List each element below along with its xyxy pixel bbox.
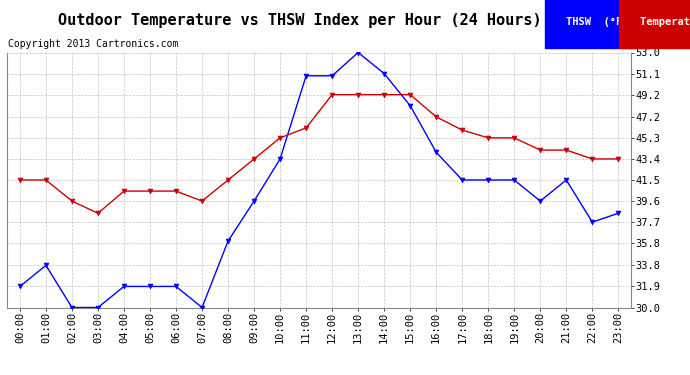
Text: THSW  (°F): THSW (°F) [566,17,629,27]
Text: Temperature  (°F): Temperature (°F) [640,17,690,27]
Text: Copyright 2013 Cartronics.com: Copyright 2013 Cartronics.com [8,39,179,50]
Text: Outdoor Temperature vs THSW Index per Hour (24 Hours)  20131110: Outdoor Temperature vs THSW Index per Ho… [57,13,633,28]
